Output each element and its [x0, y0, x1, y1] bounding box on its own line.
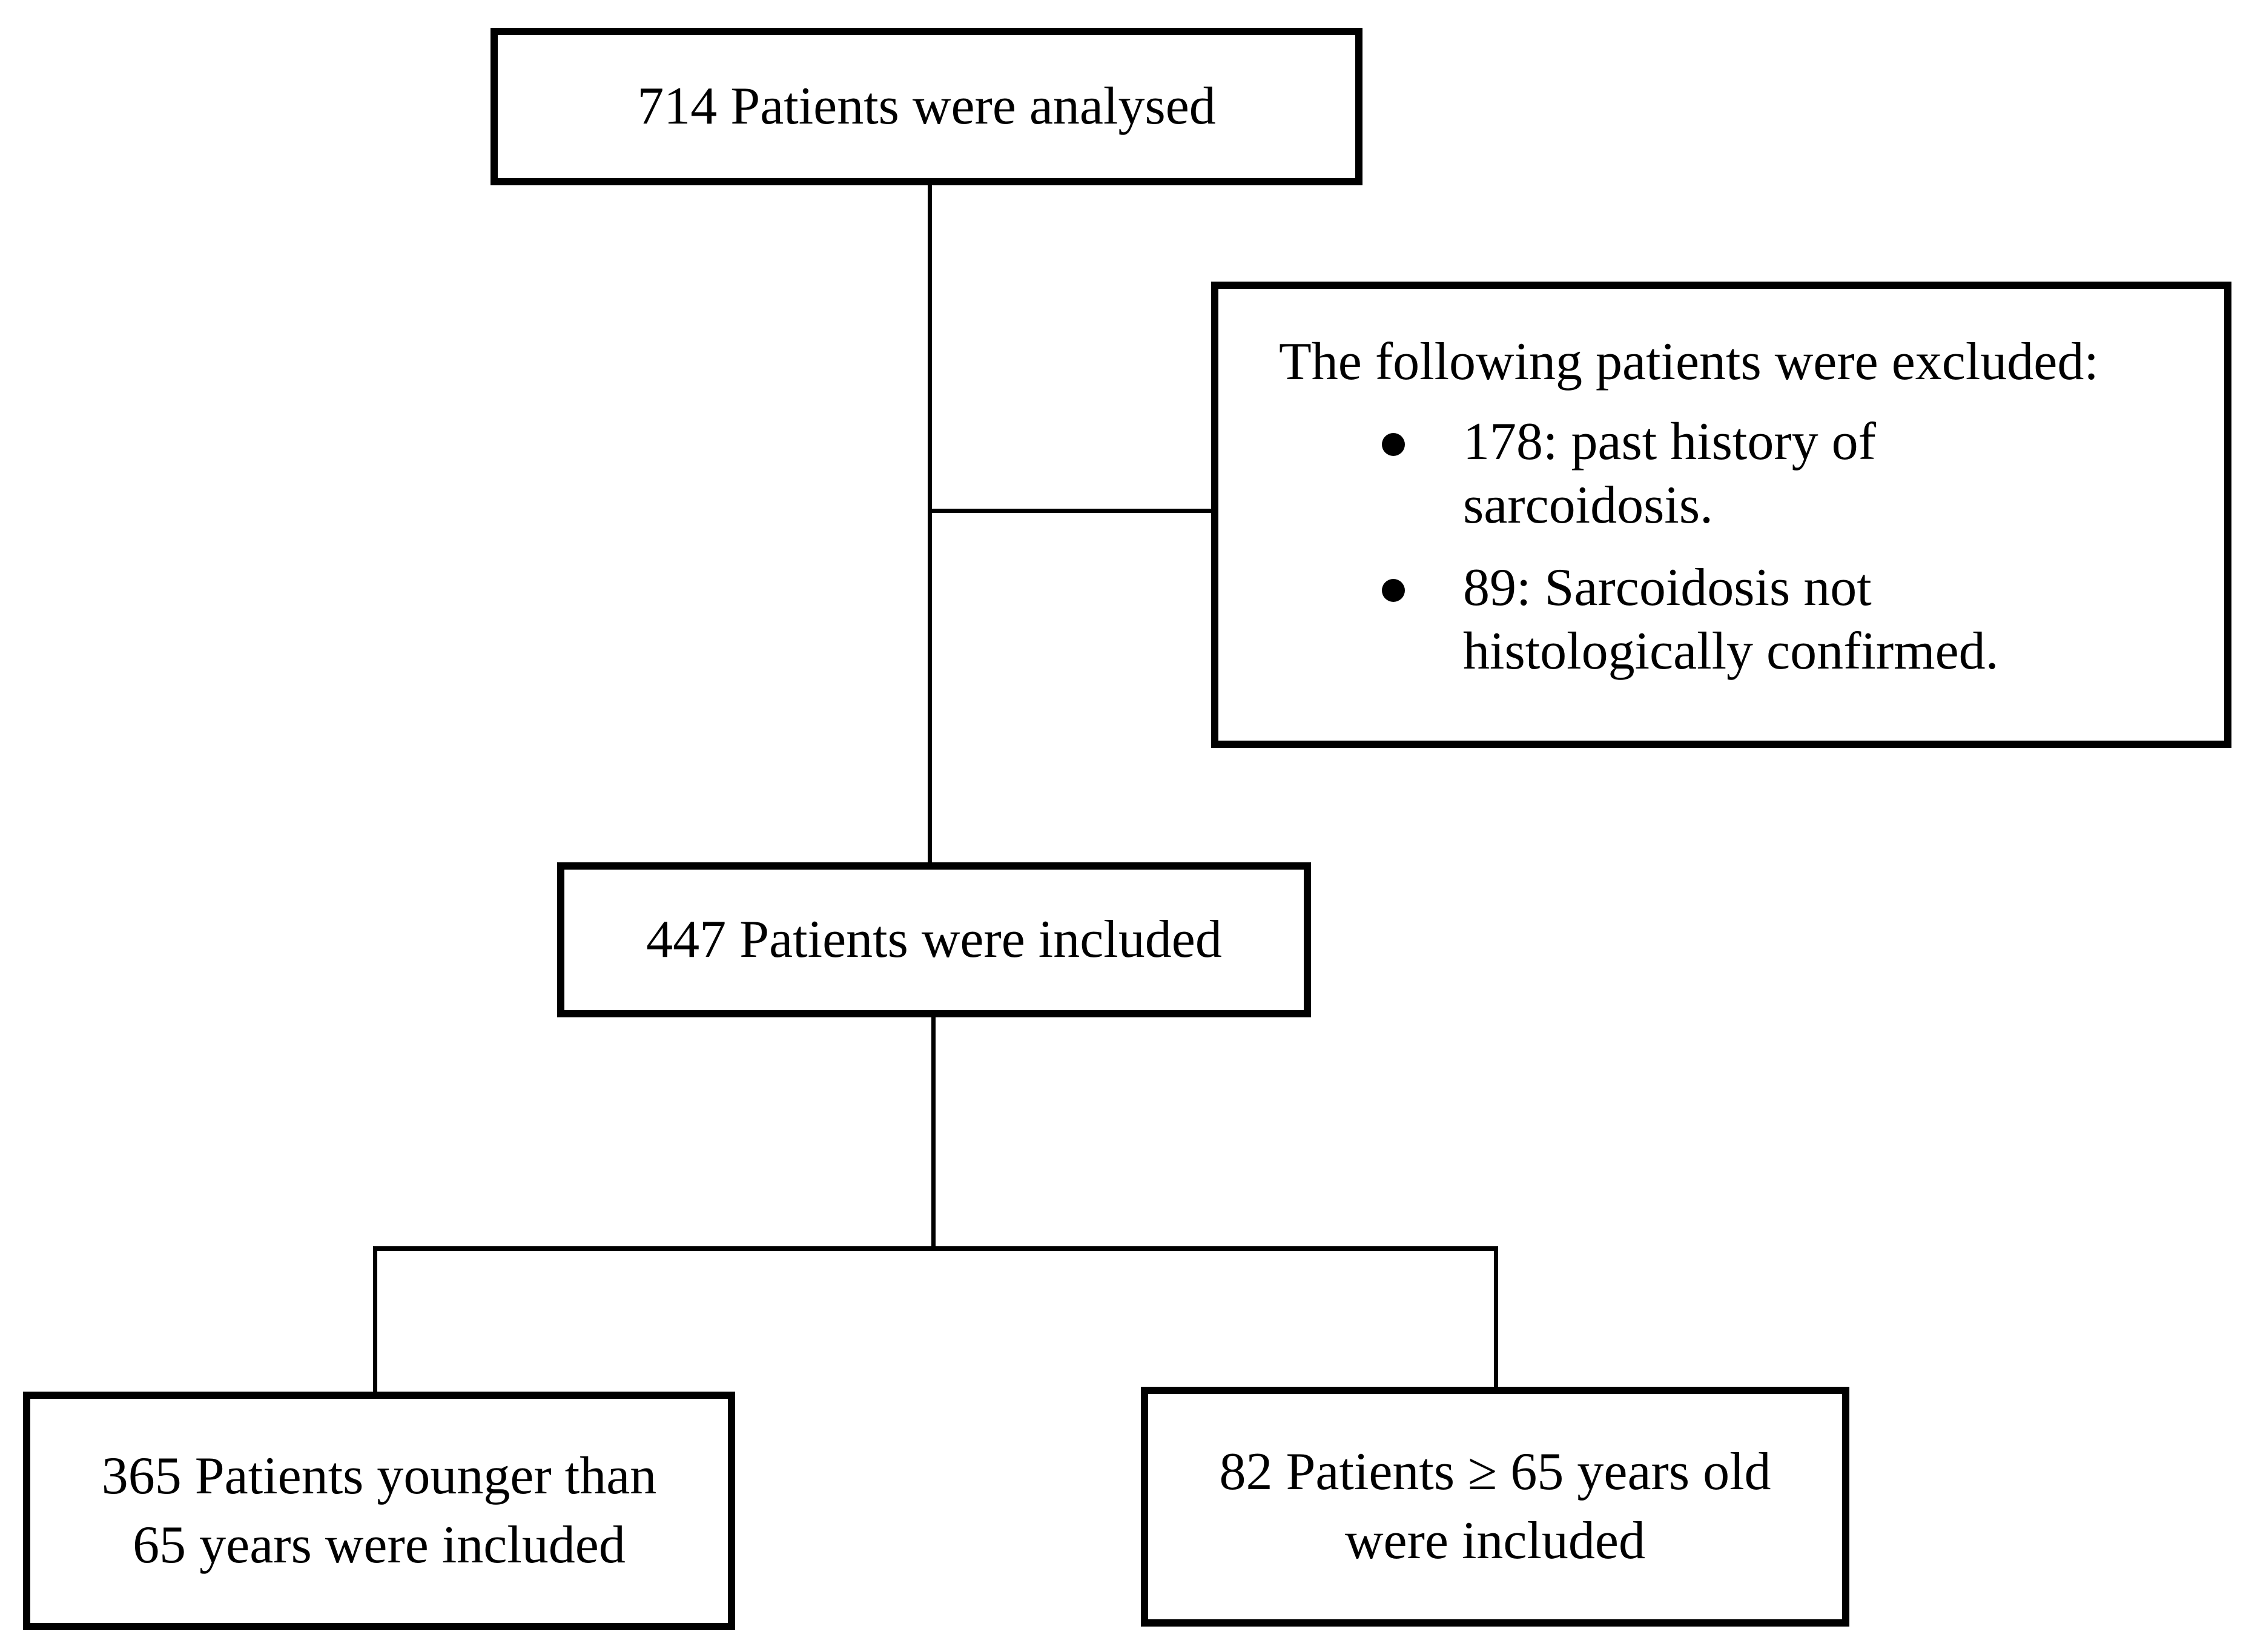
box-patients-included: 447 Patients were included [557, 862, 1311, 1017]
patients-analysed-text: 714 Patients were analysed [637, 76, 1216, 136]
bullet-circle-icon [1382, 578, 1405, 602]
connector-branch-to-younger [373, 1246, 377, 1393]
connector-included-to-branch [931, 1017, 936, 1250]
excluded-item-1: 178: past history of sarcoidosis. [1382, 410, 2191, 538]
box-patients-excluded: The following patients were excluded: 17… [1211, 282, 2231, 748]
box-patients-analysed: 714 Patients were analysed [490, 28, 1362, 185]
excluded-item-2: 89: Sarcoidosis not histologically confi… [1382, 556, 2191, 684]
connector-branch-to-older [1494, 1246, 1498, 1388]
connector-branch-horizontal [373, 1246, 1498, 1251]
excluded-item-1-text: 178: past history of sarcoidosis. [1463, 412, 1876, 535]
patients-younger-text: 365 Patients younger than 65 years were … [101, 1446, 657, 1574]
box-patients-younger-65: 365 Patients younger than 65 years were … [23, 1392, 735, 1630]
excluded-heading: The following patients were excluded: [1279, 332, 2099, 391]
connector-analysed-to-included [928, 185, 932, 864]
excluded-item-2-text: 89: Sarcoidosis not histologically confi… [1463, 558, 1999, 681]
bullet-circle-icon [1382, 432, 1405, 456]
patients-older-text: 82 Patients ≥ 65 years old were included [1219, 1442, 1771, 1570]
box-patients-65-and-older: 82 Patients ≥ 65 years old were included [1141, 1387, 1849, 1627]
connector-to-excluded-box [928, 509, 1214, 513]
patients-included-text: 447 Patients were included [646, 910, 1222, 969]
